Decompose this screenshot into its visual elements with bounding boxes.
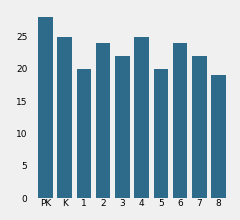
Bar	[192, 56, 207, 198]
Bar	[77, 69, 91, 198]
Bar	[211, 75, 226, 198]
Bar	[173, 43, 187, 198]
Bar	[38, 17, 53, 198]
Bar	[96, 43, 110, 198]
Bar	[115, 56, 130, 198]
Bar	[57, 37, 72, 198]
Bar	[154, 69, 168, 198]
Bar	[134, 37, 149, 198]
